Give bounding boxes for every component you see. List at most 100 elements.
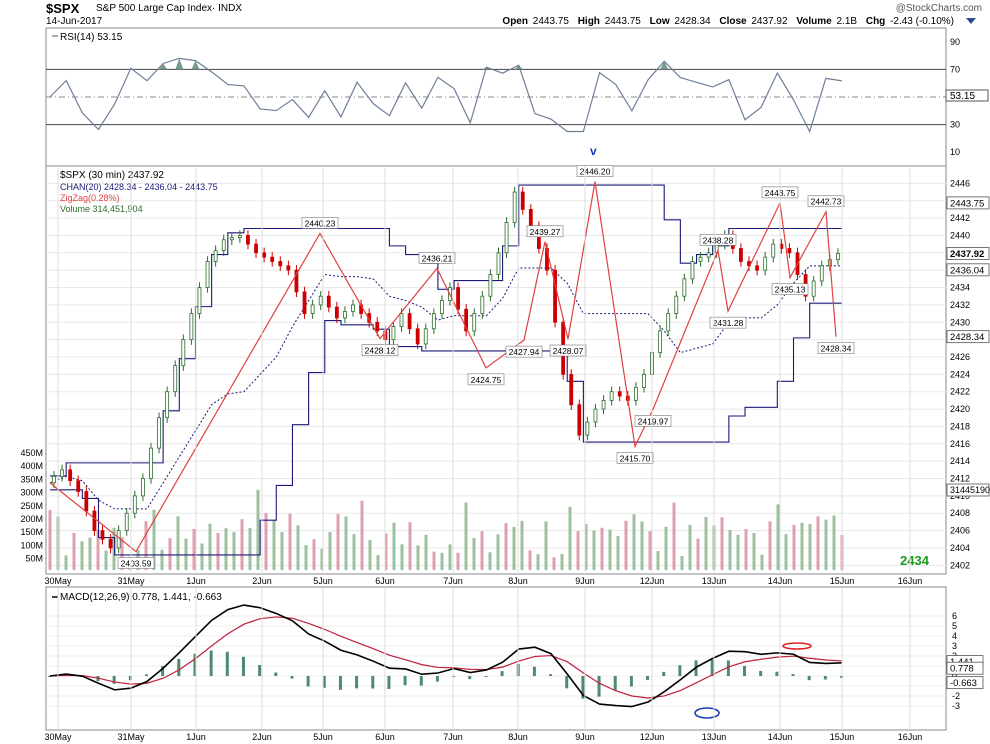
macd-tick: 5 [952, 621, 957, 631]
zigzag-label: 2403.59 [121, 559, 152, 569]
zigzag-label: 2435.13 [775, 285, 806, 295]
candle-body [811, 280, 816, 297]
candle-body [116, 530, 121, 549]
price-badge: 2436.04 [950, 265, 984, 276]
volume-bar [184, 538, 188, 570]
volume-bar [704, 517, 708, 570]
zigzag-label-box [616, 452, 654, 464]
date-label: 30May [44, 732, 72, 742]
candle-body [440, 300, 444, 314]
macd-histogram-bar [678, 665, 682, 676]
macd-histogram-bar [775, 671, 779, 676]
macd-histogram-bar [338, 676, 342, 690]
volume-tick: 100M [20, 540, 43, 550]
volume-bar [792, 524, 796, 570]
date-label: 1Jun [186, 732, 206, 742]
candle-body [213, 250, 218, 262]
candle-body [407, 313, 412, 330]
candle-body [399, 313, 404, 327]
volume-tick: 300M [20, 488, 43, 498]
zigzag-label: 2436.21 [422, 253, 453, 263]
volume-bar [160, 549, 164, 570]
macd-histogram-bar [387, 676, 391, 689]
close-value: 2437.92 [751, 16, 788, 27]
volume-bar [240, 519, 244, 570]
volume-bar [192, 529, 196, 570]
candle-body [270, 256, 275, 262]
chart-header: $SPX S&P 500 Large Cap Index· INDX 14-Ju… [0, 0, 990, 28]
zigzag-label: 2428.34 [821, 344, 852, 354]
zigzag-label: 2446.20 [580, 167, 611, 177]
price-legend: $SPX (30 min) 2437.92 CHAN(20) 2428.34 -… [60, 170, 218, 214]
open-label: Open [502, 16, 528, 27]
volume-bar [104, 550, 108, 570]
zigzag-label: 2427.94 [509, 347, 540, 357]
macd-tick: 3 [952, 641, 957, 651]
date-label: 7Jun [443, 732, 463, 742]
volume-bar [832, 515, 836, 570]
macd-histogram-bar [662, 671, 666, 676]
volume-bar [640, 521, 644, 570]
candle-body [512, 191, 517, 223]
volume-tick: 50M [25, 554, 43, 564]
candle-body [181, 339, 186, 367]
volume-bar [584, 523, 588, 570]
macd-histogram-bar [532, 666, 536, 676]
candle-body [262, 252, 267, 258]
candle-body [149, 447, 153, 479]
volume-bar [112, 527, 116, 570]
rsi-tick: 10 [950, 147, 960, 157]
macd-histogram-bar [225, 651, 229, 676]
volume-bar [776, 504, 780, 570]
volume-bar [552, 557, 556, 570]
volume-bar [720, 517, 724, 570]
macd-histogram-bar [452, 676, 456, 677]
date-label: 14Jun [768, 732, 793, 742]
candle-body [755, 265, 760, 271]
volume-bar [568, 506, 572, 570]
macd-badge: -0.663 [950, 678, 977, 689]
volume-bar [304, 545, 308, 570]
macd-histogram-bar [565, 676, 569, 689]
candle-body [318, 295, 323, 306]
price-legend-line-2: CHAN(20) 2428.34 - 2436.04 - 2443.75 [60, 182, 218, 192]
volume-value: 2.1B [836, 16, 858, 27]
candle-body [221, 239, 226, 252]
macd-histogram-bar [597, 676, 601, 697]
macd-low-marker [694, 707, 720, 719]
volume-bar [624, 520, 628, 570]
candle-body [76, 480, 81, 492]
volume-bar [376, 555, 380, 570]
macd-tick: -3 [952, 701, 960, 711]
price-tick: 2422 [950, 387, 970, 397]
candle-body [456, 287, 460, 310]
macd-histogram-bar [322, 676, 326, 688]
zigzag-label: 2415.70 [620, 453, 651, 463]
date-axis-price: 30May 31May 1Jun 2Jun 5Jun 6Jun 7Jun 8Jun 9Jun 12… [44, 166, 922, 586]
candle-body [310, 304, 315, 314]
candle-body [205, 261, 210, 288]
candle-body [601, 399, 606, 410]
volume-bar [512, 526, 516, 570]
zigzag-label-box [418, 252, 456, 264]
macd-histogram-bar [710, 659, 714, 676]
candle-body [674, 295, 679, 314]
candle-body [52, 475, 56, 484]
macd-histogram-bar [403, 676, 407, 686]
dropdown-icon[interactable] [966, 18, 976, 24]
price-tick: 2406 [950, 526, 970, 536]
zigzag-label-box [817, 342, 855, 354]
price-badge-box [946, 263, 990, 277]
macd-histogram-bar [355, 676, 359, 689]
candle-body [60, 469, 64, 477]
price-tick: 2434 [950, 283, 970, 293]
volume-tick: 350M [20, 474, 43, 484]
macd-histogram-bar [807, 676, 811, 681]
volume-bar [400, 544, 404, 570]
volume-bar [352, 534, 356, 570]
macd-badge: 0.778 [950, 664, 974, 675]
volume-bar [544, 521, 548, 570]
volume-bar [248, 527, 252, 570]
macd-histogram-bar [468, 676, 472, 680]
ohlc-summary: Open 2443.75 High 2443.75 Low 2428.34 Cl… [502, 16, 960, 27]
